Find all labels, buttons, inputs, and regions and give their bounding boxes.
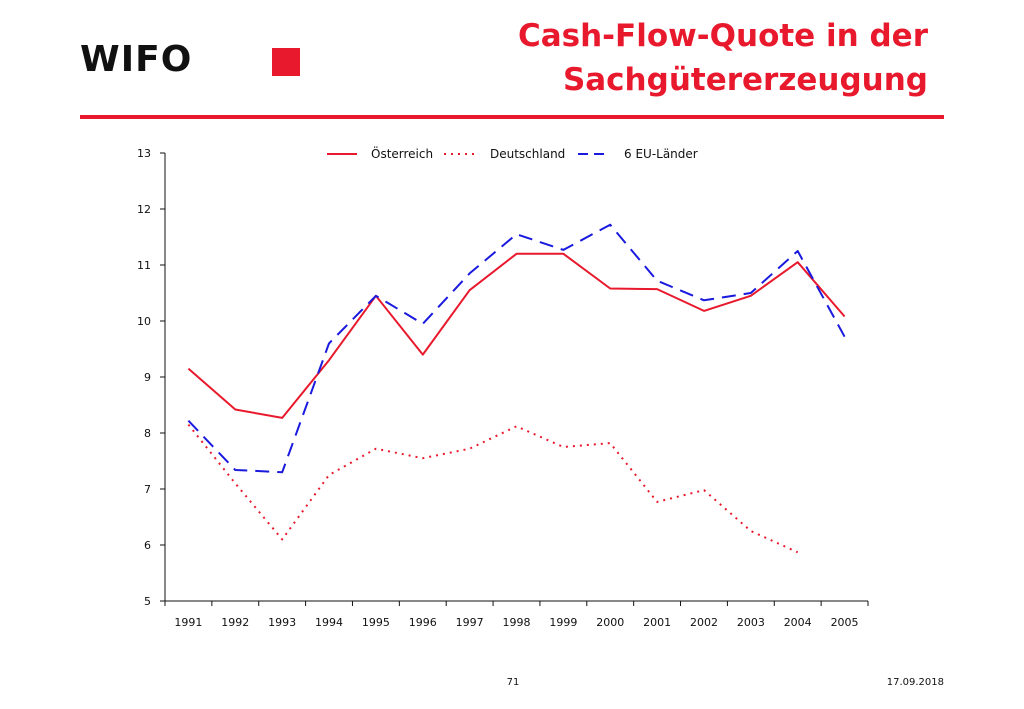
x-tick-label: 1999 — [549, 616, 577, 629]
x-tick-label: 2002 — [690, 616, 718, 629]
x-tick-label: 1995 — [362, 616, 390, 629]
series-line-sterreich — [187, 252, 846, 419]
y-tick-label: 9 — [144, 371, 151, 384]
logo-text: WIFO — [80, 39, 193, 80]
y-tick-label: 13 — [137, 147, 151, 160]
series-line-6-eu-l-nder — [187, 223, 846, 474]
y-tick-label: 10 — [137, 315, 151, 328]
x-tick-label: 1997 — [456, 616, 484, 629]
legend-label: 6 EU-Länder — [624, 147, 698, 161]
footer-date: 17.09.2018 — [886, 677, 944, 688]
title-line-1: Cash-Flow-Quote in der — [517, 18, 928, 54]
title-line-2: Sachgütererzeugung — [562, 62, 928, 98]
x-tick-label: 2005 — [831, 616, 859, 629]
y-tick-label: 12 — [137, 203, 151, 216]
series-line-deutschland — [187, 423, 799, 554]
x-tick-label: 2003 — [737, 616, 765, 629]
x-tick-label: 1998 — [503, 616, 531, 629]
y-tick-label: 6 — [144, 539, 151, 552]
y-tick-label: 5 — [144, 595, 151, 608]
legend-label: Österreich — [371, 145, 433, 161]
slide-title: Cash-Flow-Quote in der Sachgütererzeugun… — [368, 14, 928, 102]
x-tick-label: 1996 — [409, 616, 437, 629]
x-tick-label: 1991 — [174, 616, 202, 629]
x-tick-label: 1992 — [221, 616, 249, 629]
x-tick-label: 2001 — [643, 616, 671, 629]
legend-label: Deutschland — [490, 147, 565, 161]
x-tick-label: 1993 — [268, 616, 296, 629]
title-divider — [80, 115, 944, 119]
y-tick-label: 11 — [137, 259, 151, 272]
x-tick-label: 2004 — [784, 616, 812, 629]
y-tick-label: 7 — [144, 483, 151, 496]
logo-square-icon — [272, 48, 300, 76]
x-tick-label: 2000 — [596, 616, 624, 629]
y-tick-label: 8 — [144, 427, 151, 440]
x-tick-label: 1994 — [315, 616, 343, 629]
page-number: 71 — [506, 677, 520, 688]
